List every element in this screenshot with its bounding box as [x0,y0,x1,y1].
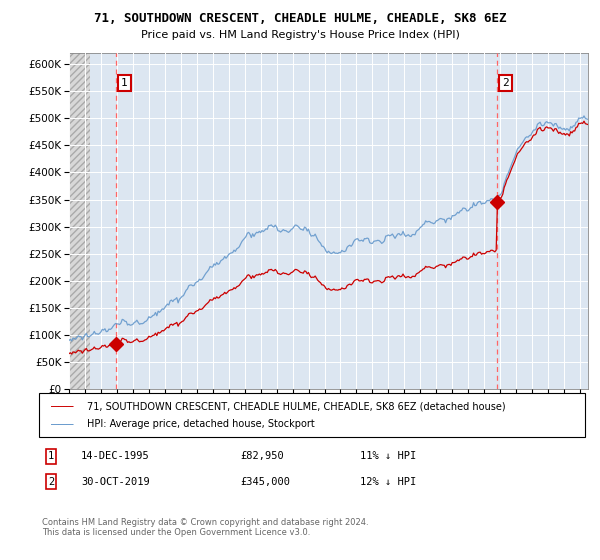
Text: 30-OCT-2019: 30-OCT-2019 [81,477,150,487]
Text: HPI: Average price, detached house, Stockport: HPI: Average price, detached house, Stoc… [87,419,315,430]
Text: 14-DEC-1995: 14-DEC-1995 [81,451,150,461]
Text: ———: ——— [51,418,74,431]
Text: 1: 1 [121,78,128,88]
Text: Price paid vs. HM Land Registry's House Price Index (HPI): Price paid vs. HM Land Registry's House … [140,30,460,40]
Text: 71, SOUTHDOWN CRESCENT, CHEADLE HULME, CHEADLE, SK8 6EZ (detached house): 71, SOUTHDOWN CRESCENT, CHEADLE HULME, C… [87,402,506,412]
Text: 11% ↓ HPI: 11% ↓ HPI [360,451,416,461]
Text: Contains HM Land Registry data © Crown copyright and database right 2024.
This d: Contains HM Land Registry data © Crown c… [42,518,368,538]
Text: 1: 1 [48,451,54,461]
Text: 2: 2 [502,78,509,88]
Bar [69,53,90,389]
Text: 2: 2 [48,477,54,487]
Text: 71, SOUTHDOWN CRESCENT, CHEADLE HULME, CHEADLE, SK8 6EZ: 71, SOUTHDOWN CRESCENT, CHEADLE HULME, C… [94,12,506,25]
Text: 12% ↓ HPI: 12% ↓ HPI [360,477,416,487]
Text: £82,950: £82,950 [240,451,284,461]
Text: ———: ——— [51,400,74,413]
Text: £345,000: £345,000 [240,477,290,487]
